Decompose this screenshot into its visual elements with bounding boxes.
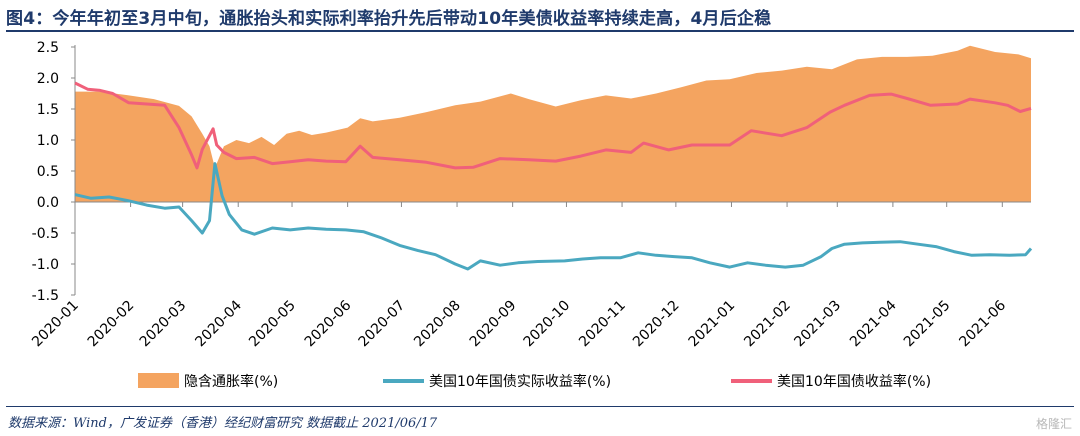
footer-divider (6, 406, 1074, 407)
watermark-logo: 格隆汇 (1035, 417, 1072, 431)
legend: 隐含通胀率(%) 美国10年国债实际收益率(%) 美国10年国债收益率(%) (138, 373, 931, 390)
data-source-note: 数据来源：Wind，广发证券（香港）经纪财富研究 数据截止 2021/06/17 (8, 416, 438, 431)
chart-title: 图4：今年年初至3月中旬，通胀抬头和实际利率抬升先后带动10年美债收益率持续走高… (6, 9, 772, 29)
x-tick-label: 2021-05 (901, 298, 954, 351)
series-area-0 (75, 45, 1031, 202)
y-tick-label: 0.5 (37, 164, 59, 180)
x-tick-label: 2020-07 (356, 298, 409, 351)
x-tick-label: 2020-03 (137, 298, 190, 351)
legend-label: 美国10年国债实际收益率(%) (429, 373, 611, 390)
x-tick-label: 2020-10 (521, 298, 574, 351)
x-tick-label: 2020-12 (630, 298, 683, 351)
x-tick-label: 2021-03 (791, 298, 844, 351)
x-tick-label: 2020-01 (29, 298, 82, 351)
x-tick-label: 2020-08 (411, 298, 464, 351)
legend-label: 美国10年国债收益率(%) (777, 373, 931, 390)
title-divider (6, 30, 1074, 32)
legend-swatch-area (138, 373, 179, 388)
line-layer (74, 81, 1033, 271)
y-tick-label: -0.5 (32, 226, 59, 242)
x-tick-label: 2021-01 (686, 298, 739, 351)
series-line-2 (74, 81, 1032, 170)
x-tick-label: 2020-05 (246, 298, 299, 351)
x-tick-label: 2020-06 (302, 297, 355, 350)
y-tick-label: 1.5 (37, 102, 59, 118)
y-tick-label: 2.5 (37, 40, 59, 56)
x-tick-label: 2020-04 (192, 297, 245, 350)
x-tick-label: 2020-11 (576, 298, 629, 351)
x-tick-label: 2020-02 (85, 298, 138, 351)
x-tick-label: 2020-09 (467, 298, 520, 351)
y-tick-label: -1.0 (32, 257, 59, 273)
y-tick-label: -1.5 (32, 288, 59, 304)
x-tick-label: 2021-06 (956, 297, 1009, 350)
series-line-1 (74, 162, 1033, 271)
y-tick-label: 1.0 (37, 133, 59, 149)
x-tick-label: 2021-02 (741, 298, 794, 351)
legend-label: 隐含通胀率(%) (184, 373, 278, 390)
area-layer (75, 45, 1031, 202)
x-tick-label: 2021-04 (847, 297, 900, 350)
y-tick-label: 2.0 (37, 71, 59, 87)
y-tick-label: 0.0 (37, 195, 59, 211)
